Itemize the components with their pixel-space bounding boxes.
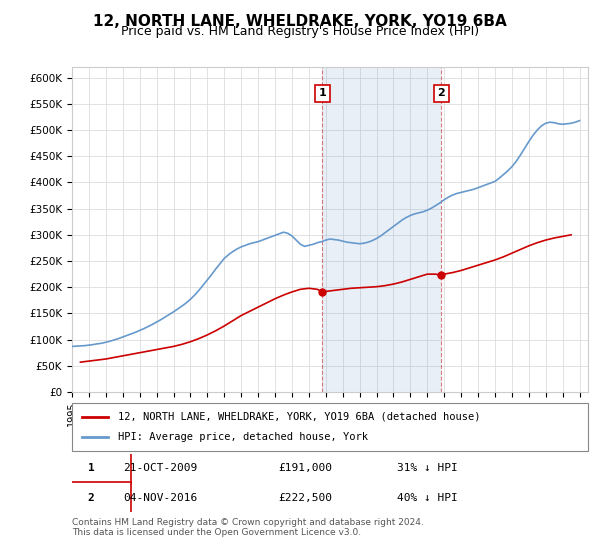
Text: 04-NOV-2016: 04-NOV-2016 xyxy=(124,493,198,503)
Text: 12, NORTH LANE, WHELDRAKE, YORK, YO19 6BA (detached house): 12, NORTH LANE, WHELDRAKE, YORK, YO19 6B… xyxy=(118,412,481,422)
Text: 31% ↓ HPI: 31% ↓ HPI xyxy=(397,463,458,473)
Text: £222,500: £222,500 xyxy=(278,493,332,503)
Text: 1: 1 xyxy=(319,88,326,99)
Text: 21-OCT-2009: 21-OCT-2009 xyxy=(124,463,198,473)
Bar xyxy=(322,67,442,392)
Text: 2: 2 xyxy=(437,88,445,99)
FancyBboxPatch shape xyxy=(52,482,131,514)
Text: HPI: Average price, detached house, York: HPI: Average price, detached house, York xyxy=(118,432,368,442)
Text: 2: 2 xyxy=(88,493,94,503)
FancyBboxPatch shape xyxy=(52,452,131,484)
Text: 1: 1 xyxy=(88,463,94,473)
Text: 12, NORTH LANE, WHELDRAKE, YORK, YO19 6BA: 12, NORTH LANE, WHELDRAKE, YORK, YO19 6B… xyxy=(93,14,507,29)
Text: £191,000: £191,000 xyxy=(278,463,332,473)
Text: Contains HM Land Registry data © Crown copyright and database right 2024.
This d: Contains HM Land Registry data © Crown c… xyxy=(72,518,424,538)
Text: 40% ↓ HPI: 40% ↓ HPI xyxy=(397,493,458,503)
FancyBboxPatch shape xyxy=(72,403,588,451)
Text: Price paid vs. HM Land Registry's House Price Index (HPI): Price paid vs. HM Land Registry's House … xyxy=(121,25,479,38)
